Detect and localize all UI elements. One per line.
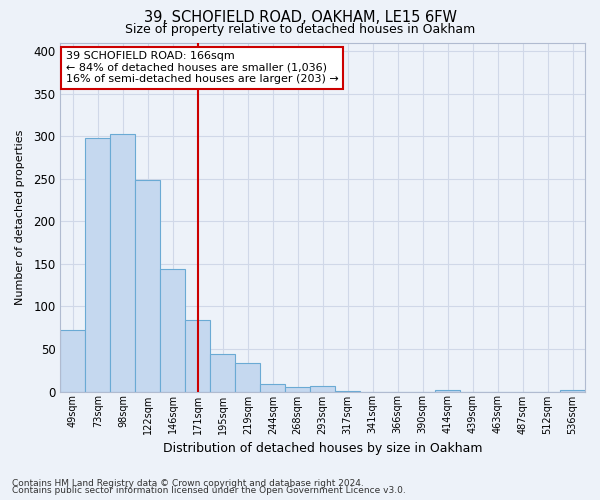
Bar bbox=[136, 180, 160, 392]
Text: Size of property relative to detached houses in Oakham: Size of property relative to detached ho… bbox=[125, 22, 475, 36]
Text: 39, SCHOFIELD ROAD, OAKHAM, LE15 6FW: 39, SCHOFIELD ROAD, OAKHAM, LE15 6FW bbox=[143, 10, 457, 25]
Bar bbox=[285, 388, 310, 392]
X-axis label: Distribution of detached houses by size in Oakham: Distribution of detached houses by size … bbox=[163, 442, 482, 455]
Bar bbox=[310, 386, 335, 392]
Text: Contains HM Land Registry data © Crown copyright and database right 2024.: Contains HM Land Registry data © Crown c… bbox=[12, 478, 364, 488]
Bar bbox=[185, 320, 211, 392]
Y-axis label: Number of detached properties: Number of detached properties bbox=[15, 130, 25, 304]
Text: Contains public sector information licensed under the Open Government Licence v3: Contains public sector information licen… bbox=[12, 486, 406, 495]
Bar bbox=[85, 138, 110, 392]
Bar bbox=[235, 364, 260, 392]
Text: 39 SCHOFIELD ROAD: 166sqm
← 84% of detached houses are smaller (1,036)
16% of se: 39 SCHOFIELD ROAD: 166sqm ← 84% of detac… bbox=[65, 51, 338, 84]
Bar bbox=[160, 269, 185, 392]
Bar bbox=[211, 354, 235, 392]
Bar bbox=[560, 390, 585, 392]
Bar bbox=[435, 390, 460, 392]
Bar bbox=[335, 390, 360, 392]
Bar bbox=[61, 330, 85, 392]
Bar bbox=[260, 384, 285, 392]
Bar bbox=[110, 134, 136, 392]
